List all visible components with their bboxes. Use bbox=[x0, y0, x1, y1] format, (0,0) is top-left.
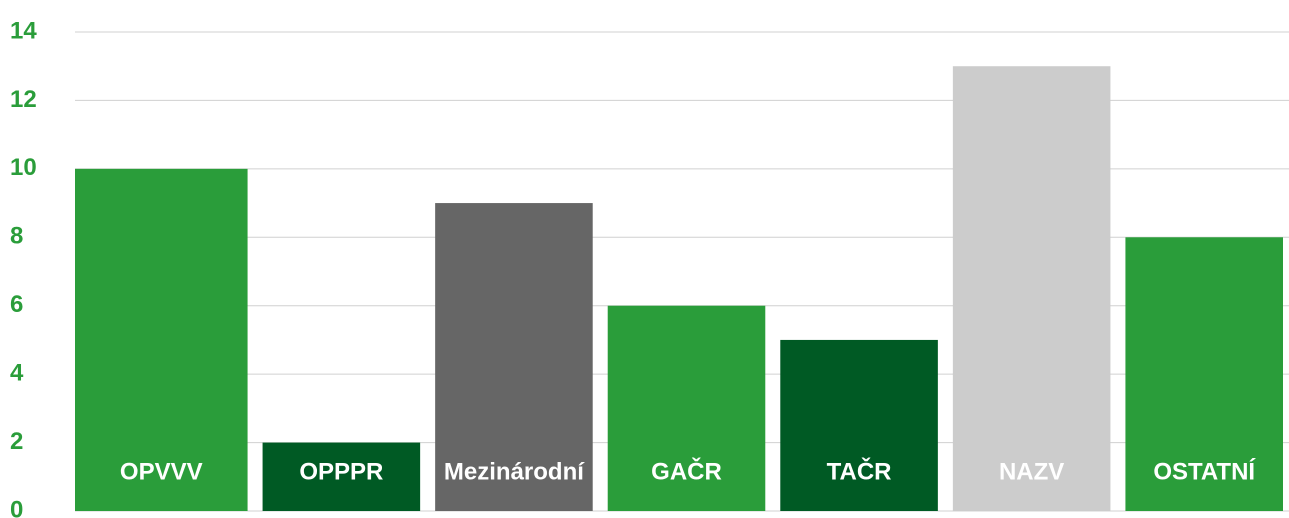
bar bbox=[780, 339, 938, 511]
bar-label: GAČR bbox=[651, 457, 722, 485]
bar bbox=[607, 305, 766, 511]
y-tick-label: 2 bbox=[10, 428, 23, 455]
y-tick-label: 0 bbox=[10, 496, 23, 518]
bar bbox=[435, 203, 593, 512]
y-tick-label: 10 bbox=[10, 154, 37, 181]
bar-label: OPVVV bbox=[120, 458, 203, 485]
bar bbox=[75, 168, 248, 511]
y-tick-label: 8 bbox=[10, 223, 23, 250]
bar-label: OSTATNÍ bbox=[1153, 457, 1256, 485]
bar bbox=[952, 66, 1111, 511]
y-tick-label: 14 bbox=[10, 17, 37, 44]
y-tick-label: 12 bbox=[10, 86, 37, 113]
bar bbox=[262, 442, 421, 511]
bar-label: TAČR bbox=[827, 457, 892, 485]
y-tick-label: 4 bbox=[10, 359, 24, 386]
bar bbox=[1125, 237, 1283, 512]
bar-label: NAZV bbox=[999, 458, 1064, 485]
y-tick-label: 6 bbox=[10, 291, 23, 318]
bar-label: OPPPR bbox=[299, 458, 383, 485]
bar-label: Mezinárodní bbox=[444, 458, 585, 485]
